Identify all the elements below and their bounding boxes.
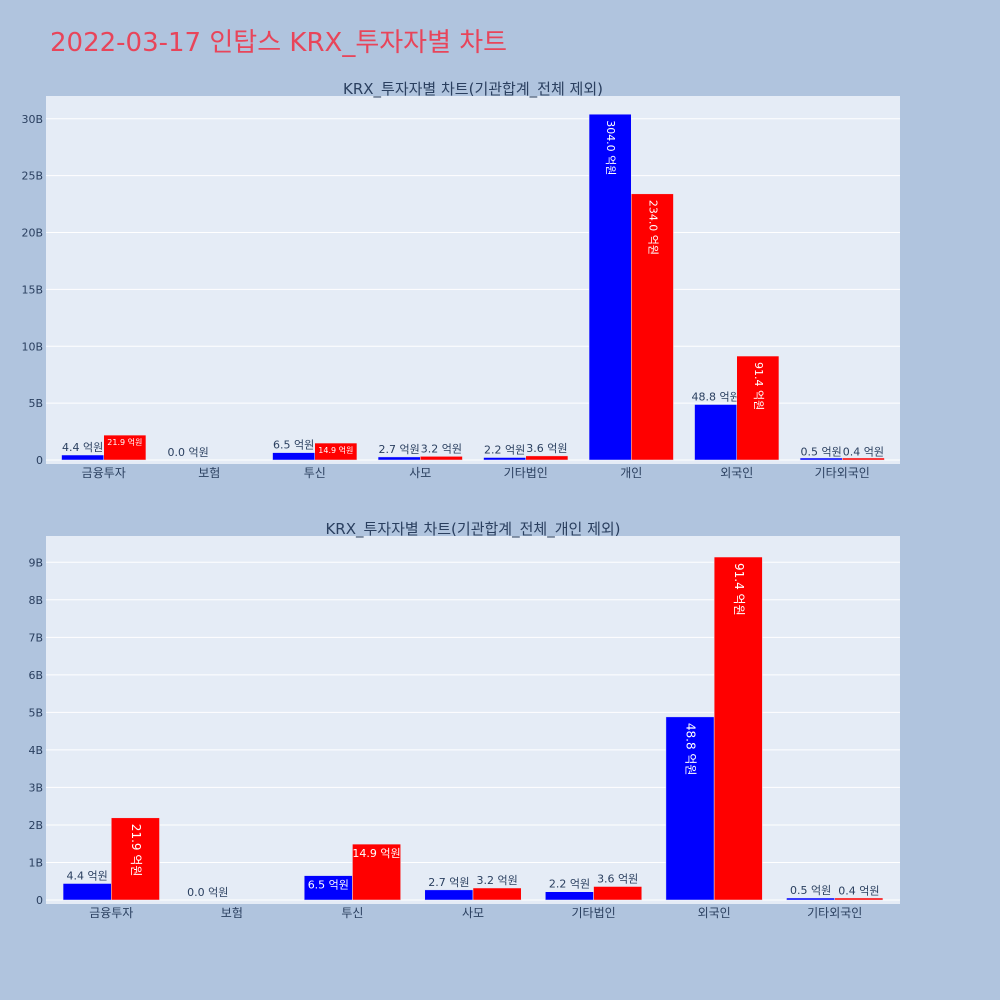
chart-1-bar-buy <box>786 897 835 901</box>
chart-1-x-tick-label: 사모 <box>462 906 484 920</box>
chart-1-x-tick-label: 투신 <box>341 906 363 920</box>
chart-0-y-tick-label: 0 <box>36 454 43 467</box>
chart-1-x-tick-label: 기타외국인 <box>807 906 862 920</box>
chart-0-bar-sell <box>736 355 780 461</box>
chart-0-data-label: 3.2 억원 <box>421 442 462 455</box>
chart-0-data-label: 304.0 억원 <box>604 120 617 175</box>
chart-1-data-label: 0.0 억원 <box>187 886 228 899</box>
chart-0-bar-sell <box>314 442 358 461</box>
chart-0-y-tick-label: 30B <box>21 113 43 126</box>
chart-0-y-tick-label: 25B <box>21 170 43 183</box>
chart-1-bar-sell <box>713 556 763 901</box>
chart-0-x-tick-label: 투신 <box>304 466 326 480</box>
chart-1-data-label: 21.9 억원 <box>129 824 143 877</box>
chart-1-x-tick-label: 외국인 <box>698 906 731 920</box>
chart-0-title: KRX_투자자별 차트(기관합계_전체 제외) <box>343 80 603 99</box>
chart-0-data-label: 2.2 억원 <box>484 443 525 456</box>
chart-1-x-tick-label: 보험 <box>221 906 243 920</box>
chart-1-data-label: 6.5 억원 <box>308 879 349 892</box>
chart-0-x-tick-label: 사모 <box>409 466 431 480</box>
chart-1-y-tick-label: 5B <box>28 706 43 719</box>
chart-1-data-label: 2.7 억원 <box>428 876 469 889</box>
chart-0-data-label: 48.8 억원 <box>692 390 740 403</box>
chart-1-y-tick-label: 7B <box>28 631 43 644</box>
chart-0-data-label: 91.4 억원 <box>752 362 765 410</box>
chart-1-bar-sell <box>593 886 643 901</box>
chart-0-data-label: 0.0 억원 <box>168 446 209 459</box>
chart-1-y-tick-label: 1B <box>28 856 43 869</box>
chart-1-bar-sell <box>834 897 884 901</box>
chart-1-bar-buy <box>303 875 353 901</box>
chart-0-data-label: 21.9 억원 <box>107 437 142 447</box>
chart-1-bar-buy <box>424 889 474 901</box>
chart-1-title: KRX_투자자별 차트(기관합계_전체_개인 제외) <box>325 520 620 539</box>
chart-1-bar-sell <box>111 817 160 901</box>
chart-1-bar-buy <box>665 716 715 901</box>
chart-0-bar-buy <box>588 113 632 461</box>
chart-1-bar-sell <box>472 887 522 901</box>
chart-1-y-tick-label: 3B <box>28 781 43 794</box>
chart-1-y-tick-label: 2B <box>28 819 43 832</box>
chart-0-data-label: 0.5 억원 <box>801 445 842 458</box>
chart-0-x-tick-label: 기타법인 <box>504 466 548 480</box>
chart-0-data-label: 0.4 억원 <box>843 446 884 459</box>
chart-0-x-tick-label: 금융투자 <box>82 466 126 480</box>
chart-0-bar-buy <box>61 454 104 461</box>
chart-0-bar-sell <box>631 193 674 461</box>
chart-0-bar-sell <box>420 456 463 461</box>
chart-0-data-label: 234.0 억원 <box>646 200 659 255</box>
chart-0-bar-buy <box>272 452 315 461</box>
chart-1-bar-sell <box>352 843 401 901</box>
chart-1-data-label: 2.2 억원 <box>549 878 590 891</box>
chart-1-data-label: 3.2 억원 <box>476 874 517 887</box>
chart-1-data-label: 0.4 억원 <box>838 884 879 897</box>
chart-1-x-tick-label: 금융투자 <box>89 906 133 920</box>
chart-1-data-label: 0.5 억원 <box>790 884 831 897</box>
chart-1-data-label: 3.6 억원 <box>597 872 638 885</box>
chart-0-y-tick-label: 20B <box>21 227 43 240</box>
chart-1-x-tick-label: 기타법인 <box>571 906 615 920</box>
chart-1-y-tick-label: 9B <box>28 556 43 569</box>
chart-0-x-tick-label: 보험 <box>198 466 220 480</box>
chart-1-data-label: 48.8 억원 <box>684 723 698 776</box>
chart-0-data-label: 2.7 억원 <box>379 443 420 456</box>
chart-1-bar-buy <box>545 891 594 901</box>
chart-0-y-tick-label: 10B <box>21 340 43 353</box>
chart-0-bar-buy <box>483 457 526 461</box>
chart-1-y-tick-label: 4B <box>28 744 43 757</box>
chart-0-data-label: 14.9 억원 <box>318 445 353 455</box>
chart-0-y-tick-label: 5B <box>28 397 43 410</box>
chart-0-y-tick-label: 15B <box>21 283 43 296</box>
chart-1-y-tick-label: 0 <box>36 894 43 907</box>
page-title: 2022-03-17 인탑스 KRX_투자자별 차트 <box>50 28 508 58</box>
chart-0-x-tick-label: 외국인 <box>720 466 753 480</box>
chart-0-bar-sell <box>842 457 885 461</box>
chart-0-bar-sell <box>525 455 569 461</box>
chart-0-data-label: 4.4 억원 <box>62 441 103 454</box>
chart-0-bar-buy <box>694 404 737 461</box>
chart-1-bar-buy <box>62 883 112 901</box>
chart-1-data-label: 4.4 억원 <box>67 869 108 882</box>
chart-0-x-tick-label: 개인 <box>620 466 642 480</box>
chart-0-data-label: 3.6 억원 <box>526 442 567 455</box>
chart-0-bar-sell <box>103 434 147 461</box>
chart-1-plot-area <box>46 536 900 904</box>
chart-0-bar-buy <box>377 456 421 461</box>
chart-1-y-tick-label: 6B <box>28 669 43 682</box>
chart-0-x-tick-label: 기타외국인 <box>815 466 870 480</box>
chart-1-data-label: 14.9 억원 <box>352 847 400 860</box>
chart-0-data-label: 6.5 억원 <box>273 439 314 452</box>
chart-1-y-tick-label: 8B <box>28 594 43 607</box>
chart-1-data-label: 91.4 억원 <box>732 563 746 616</box>
